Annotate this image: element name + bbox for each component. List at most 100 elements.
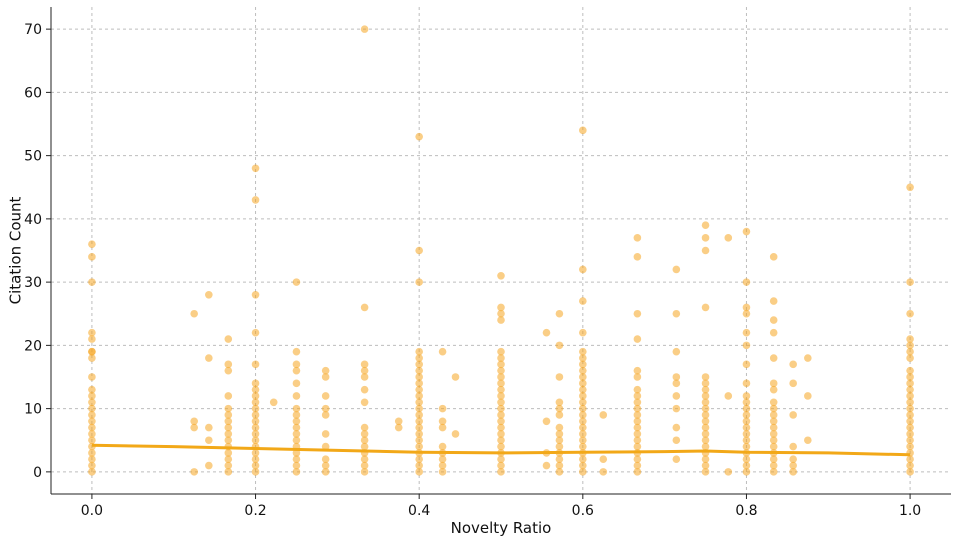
data-point — [251, 461, 260, 470]
data-point — [579, 398, 587, 407]
y-tick-label: 40 — [24, 212, 42, 228]
data-point — [88, 436, 96, 445]
x-tick-label: 0.4 — [408, 503, 430, 519]
data-point — [906, 347, 914, 356]
data-point — [190, 417, 198, 426]
data-point — [769, 461, 778, 470]
data-point — [769, 442, 778, 451]
data-point — [224, 455, 233, 464]
data-point — [742, 303, 751, 312]
data-point — [579, 360, 587, 369]
data-point — [701, 392, 710, 400]
data-point — [701, 379, 710, 388]
data-point — [579, 430, 587, 438]
data-point — [497, 271, 505, 280]
data-point — [360, 442, 369, 451]
data-point — [88, 404, 96, 413]
data-point — [906, 423, 914, 432]
data-point — [415, 455, 423, 464]
data-point — [415, 423, 423, 432]
data-point — [415, 468, 423, 476]
data-point — [906, 278, 914, 286]
data-point — [906, 392, 914, 400]
data-point — [360, 461, 369, 470]
data-point — [769, 468, 778, 476]
data-point — [497, 468, 505, 476]
data-point — [497, 423, 505, 432]
data-point — [579, 354, 587, 362]
data-point — [579, 385, 587, 394]
data-point — [742, 341, 751, 350]
y-tick-label: 0 — [33, 465, 42, 481]
data-point — [804, 392, 812, 400]
data-point — [672, 455, 681, 464]
data-point — [438, 347, 447, 356]
data-point — [672, 423, 681, 432]
data-point — [769, 404, 778, 413]
data-point — [251, 423, 260, 432]
data-point — [88, 335, 96, 343]
data-point — [224, 411, 233, 419]
data-point — [769, 253, 778, 261]
data-point — [672, 265, 681, 274]
x-tick-label: 0.2 — [244, 503, 266, 519]
data-point — [251, 196, 260, 204]
data-point — [88, 417, 96, 426]
data-point — [579, 404, 587, 413]
data-point — [742, 379, 751, 388]
data-point — [579, 411, 587, 419]
data-point — [497, 385, 505, 394]
y-axis-title: Citation Count — [7, 197, 25, 305]
data-point — [555, 309, 564, 318]
data-point — [701, 455, 710, 464]
gridlines — [51, 7, 951, 494]
data-point — [906, 417, 914, 426]
data-point — [415, 392, 423, 400]
data-point — [579, 379, 587, 388]
data-point — [88, 392, 96, 400]
data-point — [497, 309, 505, 318]
data-point — [415, 411, 423, 419]
data-point — [672, 373, 681, 381]
data-point — [224, 360, 233, 369]
data-point — [579, 468, 587, 476]
data-point — [251, 392, 260, 400]
data-point — [701, 411, 710, 419]
data-point — [633, 417, 642, 426]
x-ticks: 0.0 0.2 0.4 0.6 0.8 1.0 — [81, 494, 921, 519]
data-point — [906, 411, 914, 419]
data-point — [360, 385, 369, 394]
data-point — [88, 423, 96, 432]
data-point — [555, 398, 564, 407]
data-point — [292, 278, 301, 286]
data-point — [88, 449, 96, 457]
data-point — [906, 436, 914, 445]
data-point — [497, 354, 505, 362]
data-point — [579, 423, 587, 432]
data-point — [321, 455, 330, 464]
data-point — [599, 455, 608, 464]
y-tick-label: 10 — [24, 402, 42, 418]
data-point — [701, 442, 710, 451]
data-point — [415, 379, 423, 388]
data-point — [633, 392, 642, 400]
data-point — [415, 246, 423, 255]
trend-line-group — [91, 443, 911, 457]
data-point — [599, 411, 608, 419]
data-point — [742, 417, 751, 426]
data-point — [205, 423, 213, 432]
data-point — [633, 398, 642, 407]
data-point — [497, 436, 505, 445]
data-point — [701, 234, 710, 242]
data-point — [224, 404, 233, 413]
data-point — [769, 379, 778, 388]
data-point — [701, 373, 710, 381]
data-point — [438, 442, 447, 451]
data-point — [88, 347, 96, 356]
data-point — [555, 341, 564, 350]
data-point — [292, 411, 301, 419]
data-point — [789, 468, 797, 476]
data-point — [906, 373, 914, 381]
data-point — [360, 468, 369, 476]
data-point — [415, 436, 423, 445]
